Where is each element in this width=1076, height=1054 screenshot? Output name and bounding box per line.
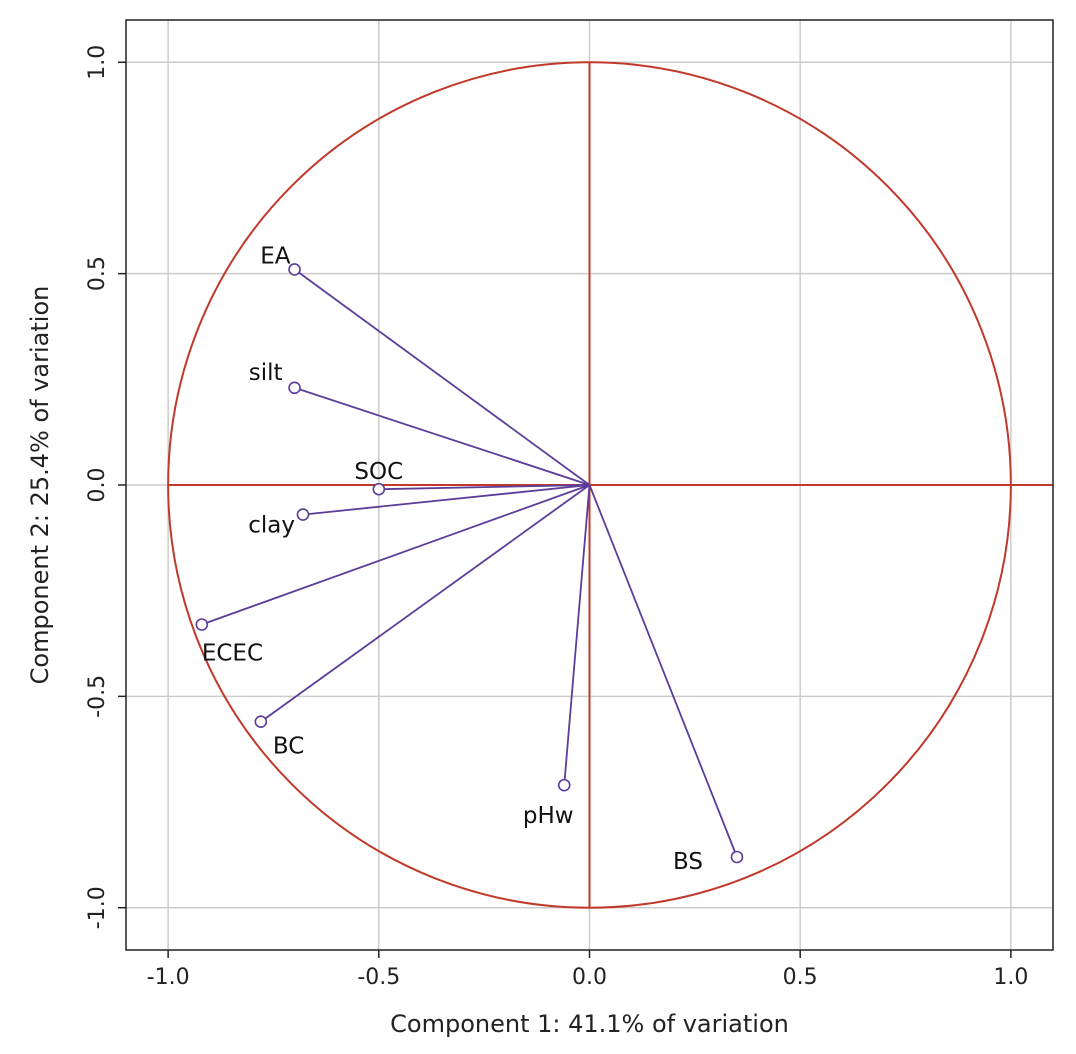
vector-soc — [378, 484, 590, 491]
point-label-bs: BS — [673, 849, 703, 875]
vector-bs — [588, 484, 738, 858]
point-label-phw: pHw — [523, 803, 574, 829]
x-axis-title: Component 1: 41.1% of variation — [390, 1010, 789, 1038]
point-label-clay: clay — [248, 513, 295, 539]
point-label-ea: EA — [260, 243, 291, 269]
point-label-silt: silt — [249, 360, 283, 386]
point-phw — [557, 778, 571, 792]
vector-silt — [294, 386, 590, 486]
y-tick-label: 1.0 — [85, 45, 110, 80]
y-tick-label: 0.0 — [85, 468, 110, 503]
point-bc — [254, 715, 268, 729]
point-soc — [372, 482, 386, 496]
point-ecec — [195, 618, 209, 631]
vector-phw — [563, 484, 591, 786]
point-label-soc: SOC — [354, 459, 403, 485]
y-axis-title: Component 2: 25.4% of variation — [26, 286, 54, 685]
y-tick-label: -1.0 — [85, 886, 110, 929]
x-tick-label: 0.0 — [572, 965, 607, 990]
x-tick-label: -1.0 — [147, 965, 190, 990]
loading-vectors — [201, 268, 738, 858]
vector-ea — [294, 268, 591, 486]
reference-lines — [167, 61, 1053, 909]
point-silt — [288, 381, 301, 395]
point-label-ecec: ECEC — [202, 641, 263, 667]
x-tick-label: 0.5 — [783, 965, 818, 990]
loading-points: EA silt SOC clay ECEC BC pHw BS — [195, 243, 744, 875]
point-clay — [296, 508, 310, 521]
unit-circle — [167, 61, 1012, 909]
point-ea — [288, 263, 301, 276]
y-tick-label: 0.5 — [85, 256, 110, 291]
y-tick-label: -0.5 — [85, 675, 110, 718]
vector-ecec — [201, 484, 590, 626]
point-label-bc: BC — [273, 734, 304, 760]
vector-bc — [260, 484, 591, 723]
vector-clay — [302, 484, 590, 516]
x-tick-label: -0.5 — [357, 965, 400, 990]
axis-ticks: -1.0 -0.5 0.0 0.5 1.0 -1.0 -0.5 0.0 0.5 1.0 — [85, 45, 1028, 990]
x-tick-label: 1.0 — [993, 965, 1028, 990]
point-bs — [730, 850, 744, 864]
